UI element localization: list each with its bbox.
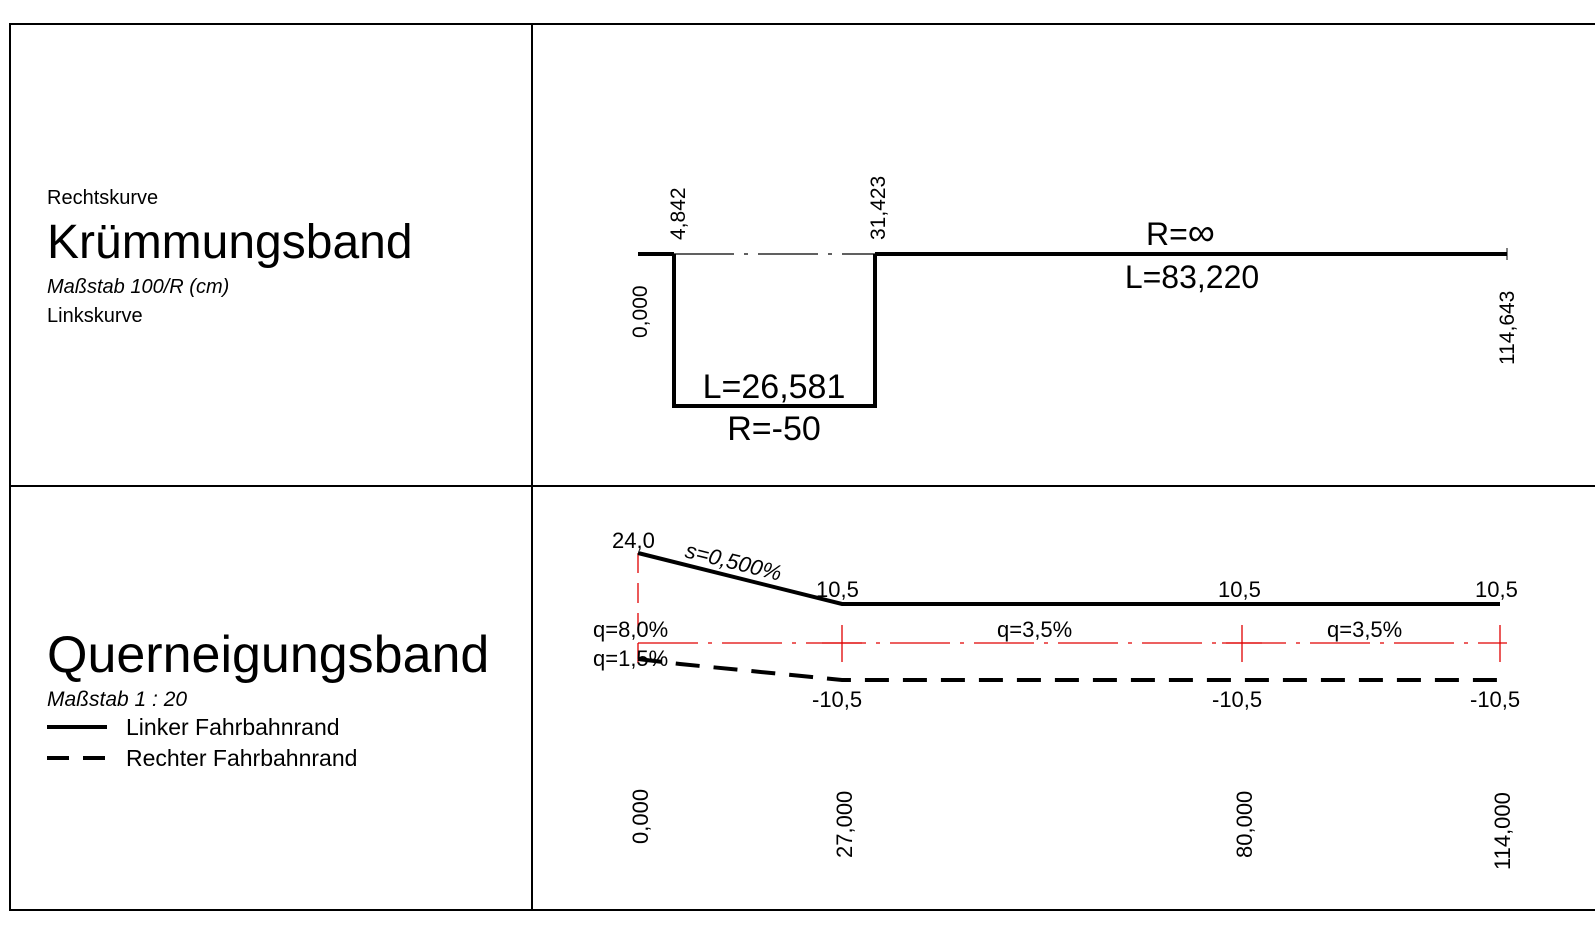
left-edge-value-1: 10,5 [816,577,859,602]
left-curve-step [672,254,877,408]
station-label-0: 0,000 [629,285,652,338]
legend-right-edge-label: Rechter Fahrbahnrand [126,745,357,771]
right-edge-profile [637,657,1500,682]
right-edge-value-2: -10,5 [1212,687,1262,712]
crossfall-band-title: Querneigungsband [47,626,489,684]
left-edge-profile [637,551,1500,606]
curvature-diagram: 0,000 4,842 31,423 114,643 L=26,581 R=-5… [629,176,1519,448]
station-label-1: 4,842 [667,187,690,240]
left-edge-value-0: 24,0 [612,528,655,553]
crossfall-station-2: 80,000 [1232,791,1257,858]
crossfall-band-scale: Maßstab 1 : 20 [47,688,187,711]
crossfall-label-2: q=3,5% [997,617,1072,642]
outer-frame [9,23,1595,911]
curvature-band-legend: Rechtskurve Krümmungsband Maßstab 100/R … [47,187,413,327]
crossfall-band-legend: Querneigungsband Maßstab 1 : 20 Linker F… [47,626,489,771]
crossfall-station-3: 114,000 [1490,792,1515,870]
left-edge-value-2: 10,5 [1218,577,1261,602]
segment-2-length: L=83,220 [1125,259,1259,295]
segment-2-radius: R=∞ [1146,212,1215,254]
curvature-band-title: Krümmungsband [47,216,413,269]
right-edge-value-3: -10,5 [1470,687,1520,712]
segment-1-length: L=26,581 [703,368,846,406]
left-edge-value-3: 10,5 [1475,577,1518,602]
crossfall-diagram: 24,0 10,5 10,5 10,5 -10,5 -10,5 -10,5 s=… [593,528,1520,870]
crossfall-label-3: q=3,5% [1327,617,1402,642]
crossfall-station-0: 0,000 [628,789,653,844]
curvature-band-scale: Maßstab 100/R (cm) [47,276,229,298]
station-label-2: 31,423 [867,176,890,240]
station-label-3: 114,643 [1496,291,1519,365]
right-curve-label: Rechtskurve [47,187,158,209]
segment-1-radius: R=-50 [727,410,821,448]
crossfall-station-1: 27,000 [832,791,857,858]
legend-left-edge-label: Linker Fahrbahnrand [126,714,340,740]
crossfall-label-0: q=8,0% [593,617,668,642]
right-edge-value-1: -10,5 [812,687,862,712]
crossfall-label-1: q=1,5% [593,646,668,671]
left-curve-label: Linkskurve [47,305,143,327]
